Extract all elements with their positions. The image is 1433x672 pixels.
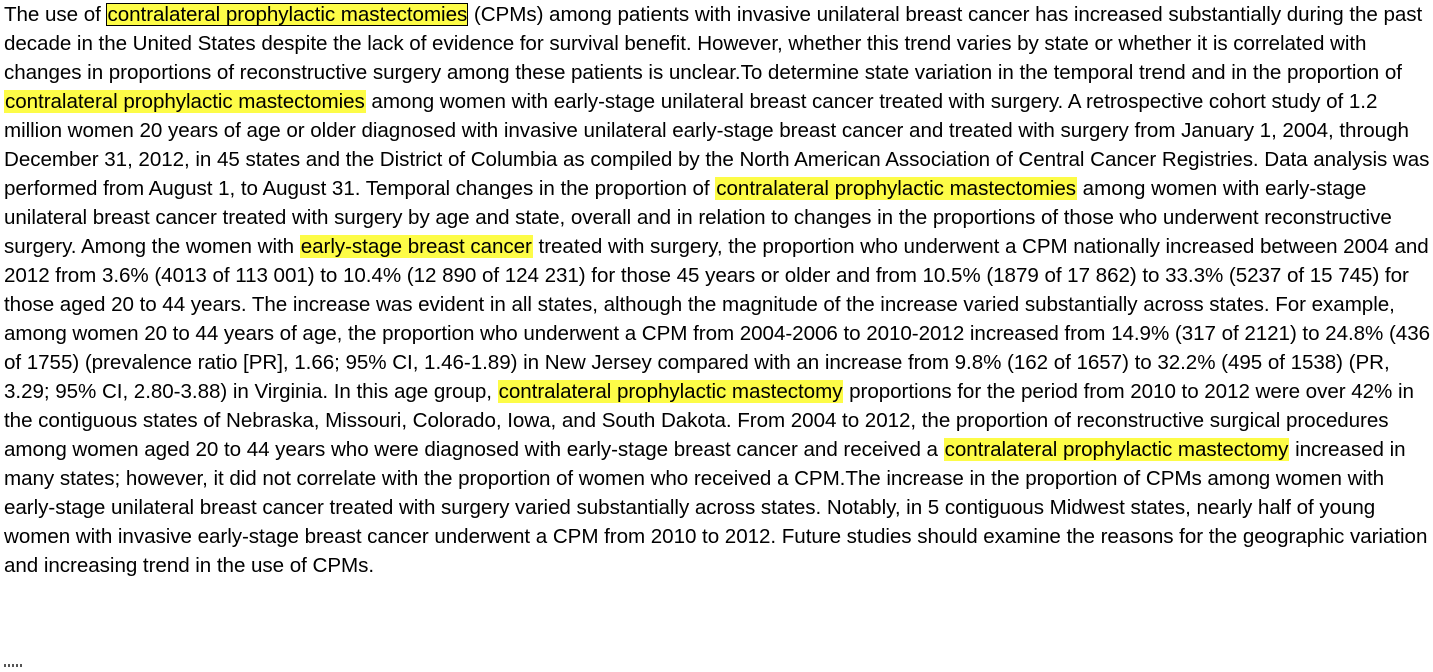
abstract-text: among women with early-stage unilateral … <box>4 177 1392 258</box>
abstract-paragraph: The use of contralateral prophylactic ma… <box>4 0 1431 580</box>
abstract-text: among women with early-stage unilateral … <box>4 90 1430 200</box>
highlighted-term[interactable]: contralateral prophylactic mastectomies <box>106 3 469 26</box>
abstract-text: The use of <box>4 3 107 26</box>
highlighted-term[interactable]: contralateral prophylactic mastectomy <box>497 380 844 403</box>
page-edge-mark <box>4 664 22 667</box>
abstract-text: increased in many states; however, it di… <box>4 438 1428 577</box>
highlighted-term[interactable]: contralateral prophylactic mastectomies <box>4 90 366 113</box>
abstract-text: (CPMs) among patients with invasive unil… <box>4 3 1423 84</box>
highlighted-term[interactable]: contralateral prophylactic mastectomies <box>715 177 1078 200</box>
abstract-text: treated with surgery, the proportion who… <box>4 235 1430 403</box>
abstract-text: proportions for the period from 2010 to … <box>4 380 1414 461</box>
highlighted-term[interactable]: early-stage breast cancer <box>299 235 533 258</box>
highlighted-term[interactable]: contralateral prophylactic mastectomy <box>943 438 1290 461</box>
